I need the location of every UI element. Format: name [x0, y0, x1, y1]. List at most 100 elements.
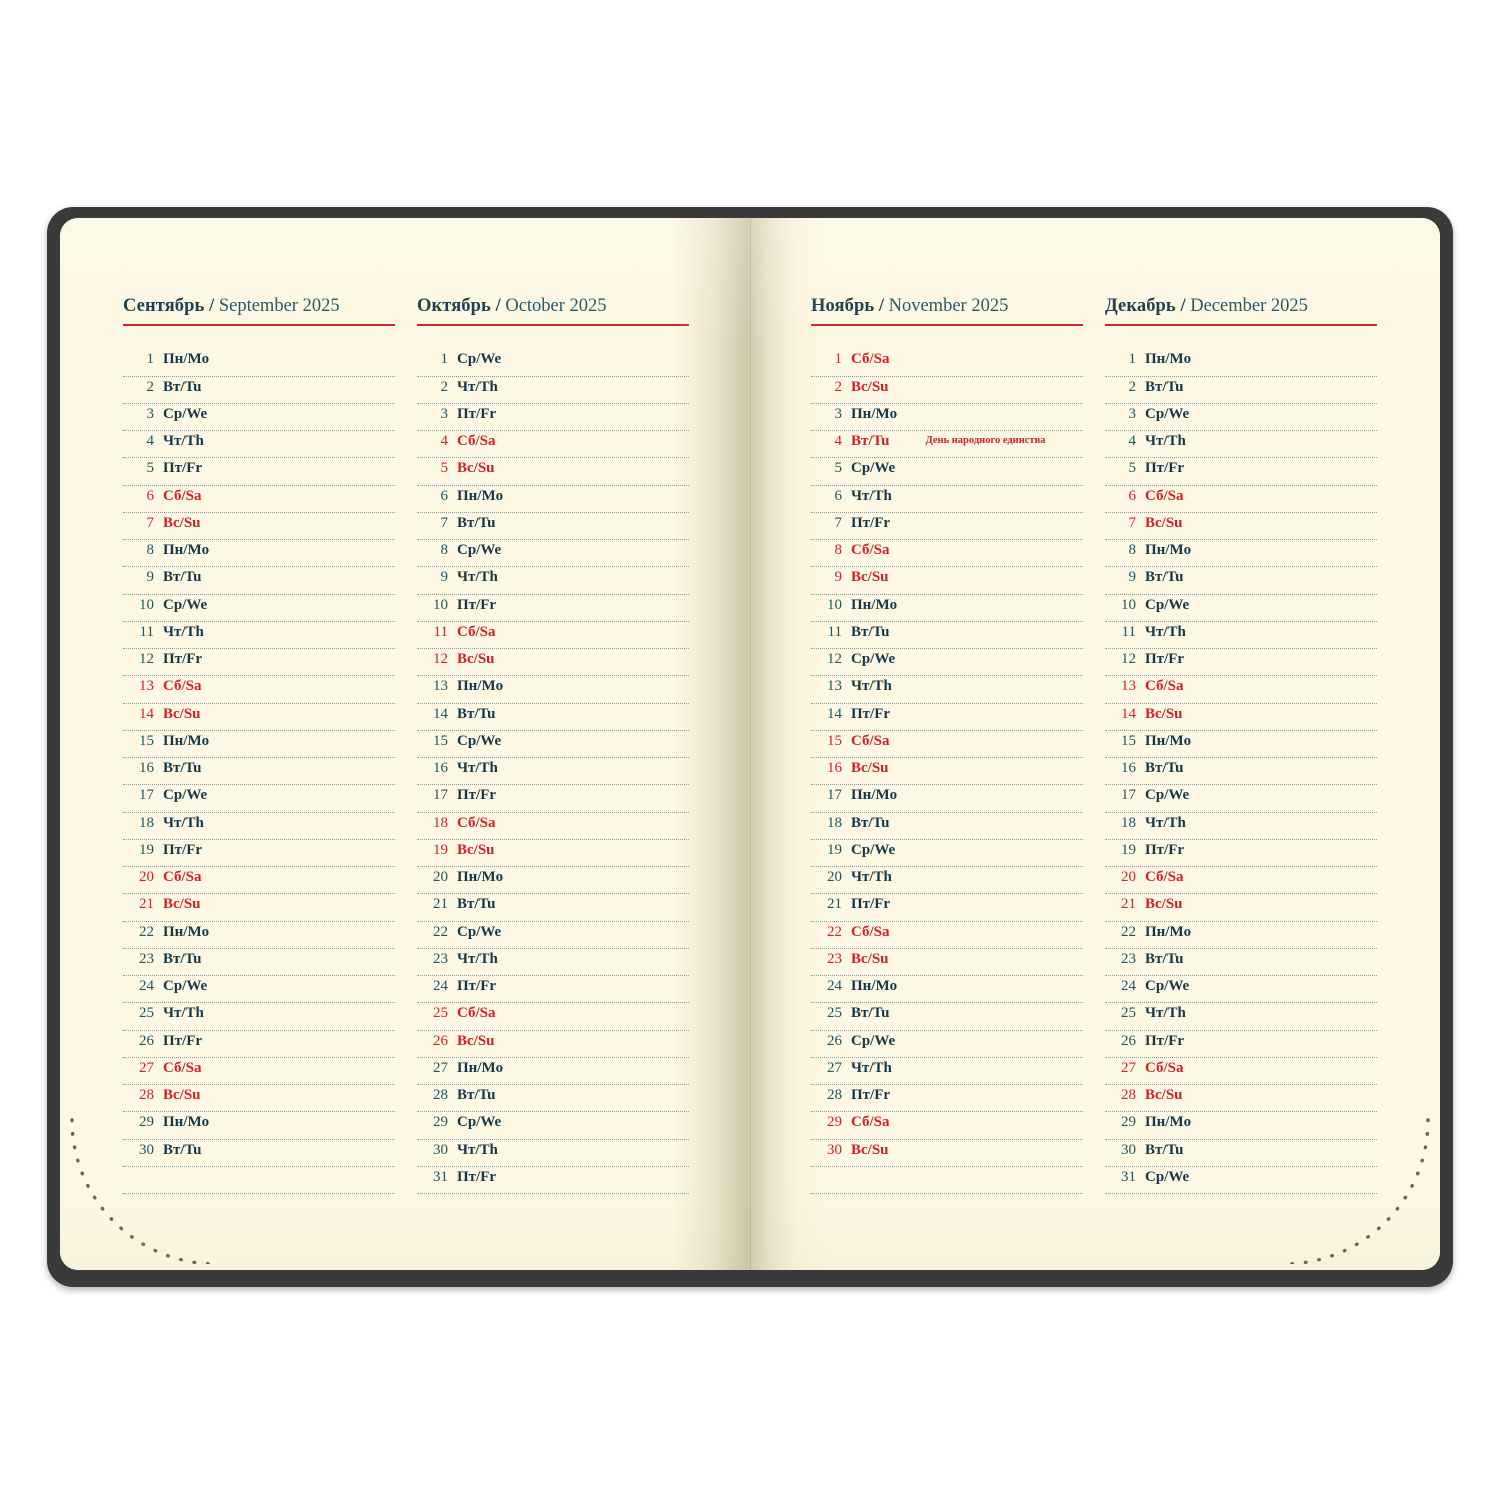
day-row[interactable]: 13 Пн/Mo: [417, 676, 689, 704]
day-row[interactable]: 6 Сб/Sa: [1105, 486, 1377, 513]
day-row[interactable]: 21 Вс/Su: [123, 894, 395, 922]
day-row[interactable]: 14 Вт/Tu: [417, 704, 689, 731]
day-row[interactable]: 26 Пт/Fr: [1105, 1031, 1377, 1058]
day-row[interactable]: 6 Пн/Mo: [417, 486, 689, 513]
day-row[interactable]: 22 Пн/Mo: [123, 922, 395, 949]
day-row[interactable]: 10 Ср/We: [123, 595, 395, 622]
day-row[interactable]: 7 Вс/Su: [123, 513, 395, 541]
day-row[interactable]: 3 Ср/We: [123, 404, 395, 432]
day-row[interactable]: 27 Пн/Mo: [417, 1058, 689, 1086]
day-row[interactable]: 23 Чт/Th: [417, 949, 689, 977]
day-row[interactable]: 29 Пн/Mo: [1105, 1112, 1377, 1140]
day-row[interactable]: 11 Вт/Tu: [811, 622, 1083, 650]
day-row[interactable]: 26 Пт/Fr: [123, 1031, 395, 1058]
day-row[interactable]: 23 Вт/Tu: [1105, 949, 1377, 977]
day-row[interactable]: 20 Пн/Mo: [417, 867, 689, 895]
day-row[interactable]: 9 Вс/Su: [811, 567, 1083, 595]
day-row[interactable]: 4 Вт/Tu День народного единства: [811, 431, 1083, 459]
day-row[interactable]: 24 Пт/Fr: [417, 976, 689, 1004]
day-row[interactable]: 15 Сб/Sa: [811, 731, 1083, 759]
day-row[interactable]: 19 Пт/Fr: [1105, 840, 1377, 868]
day-row[interactable]: 11 Чт/Th: [1105, 622, 1377, 650]
day-row[interactable]: 4 Чт/Th: [1105, 431, 1377, 459]
day-row[interactable]: 11 Сб/Sa: [417, 622, 689, 650]
day-row[interactable]: 2 Вт/Tu: [1105, 377, 1377, 404]
day-row[interactable]: 30 Вт/Tu: [123, 1140, 395, 1167]
day-row[interactable]: 5 Пт/Fr: [1105, 458, 1377, 486]
day-row[interactable]: 20 Сб/Sa: [1105, 867, 1377, 895]
day-row[interactable]: 19 Ср/We: [811, 840, 1083, 868]
day-row[interactable]: 1 Пн/Mo: [123, 349, 395, 377]
day-row[interactable]: 15 Пн/Mo: [123, 731, 395, 759]
day-row[interactable]: 20 Сб/Sa: [123, 867, 395, 895]
day-row[interactable]: 31 Ср/We: [1105, 1167, 1377, 1195]
day-row[interactable]: 3 Пн/Mo: [811, 404, 1083, 432]
day-row[interactable]: 13 Чт/Th: [811, 676, 1083, 704]
day-row[interactable]: 5 Пт/Fr: [123, 458, 395, 486]
day-row[interactable]: 29 Ср/We: [417, 1112, 689, 1140]
day-row[interactable]: 4 Чт/Th: [123, 431, 395, 459]
day-row[interactable]: 15 Пн/Mo: [1105, 731, 1377, 759]
day-row[interactable]: 6 Чт/Th: [811, 486, 1083, 513]
day-row[interactable]: 5 Вс/Su: [417, 458, 689, 486]
day-row[interactable]: 13 Сб/Sa: [123, 676, 395, 704]
day-row[interactable]: 30 Чт/Th: [417, 1140, 689, 1167]
day-row[interactable]: 25 Чт/Th: [1105, 1003, 1377, 1031]
day-row[interactable]: 13 Сб/Sa: [1105, 676, 1377, 704]
day-row[interactable]: 14 Пт/Fr: [811, 704, 1083, 731]
day-row[interactable]: 19 Вс/Su: [417, 840, 689, 868]
day-row[interactable]: 16 Вт/Tu: [123, 758, 395, 786]
day-row-blank[interactable]: [811, 1167, 1083, 1195]
day-row[interactable]: 25 Сб/Sa: [417, 1003, 689, 1031]
day-row[interactable]: 16 Вт/Tu: [1105, 758, 1377, 786]
day-row-blank[interactable]: [123, 1167, 395, 1195]
day-row[interactable]: 28 Вс/Su: [1105, 1085, 1377, 1113]
day-row[interactable]: 1 Ср/We: [417, 349, 689, 377]
day-row[interactable]: 12 Ср/We: [811, 649, 1083, 677]
day-row[interactable]: 22 Пн/Mo: [1105, 922, 1377, 949]
day-row[interactable]: 2 Вт/Tu: [123, 377, 395, 404]
day-row[interactable]: 31 Пт/Fr: [417, 1167, 689, 1195]
day-row[interactable]: 28 Вт/Tu: [417, 1085, 689, 1113]
day-row[interactable]: 5 Ср/We: [811, 458, 1083, 486]
day-row[interactable]: 9 Чт/Th: [417, 567, 689, 595]
day-row[interactable]: 24 Ср/We: [1105, 976, 1377, 1004]
day-row[interactable]: 6 Сб/Sa: [123, 486, 395, 513]
day-row[interactable]: 18 Чт/Th: [123, 813, 395, 840]
day-row[interactable]: 17 Ср/We: [1105, 785, 1377, 813]
day-row[interactable]: 22 Сб/Sa: [811, 922, 1083, 949]
day-row[interactable]: 7 Вт/Tu: [417, 513, 689, 541]
day-row[interactable]: 8 Сб/Sa: [811, 540, 1083, 568]
day-row[interactable]: 30 Вс/Su: [811, 1140, 1083, 1167]
day-row[interactable]: 15 Ср/We: [417, 731, 689, 759]
day-row[interactable]: 24 Пн/Mo: [811, 976, 1083, 1004]
day-row[interactable]: 17 Ср/We: [123, 785, 395, 813]
day-row[interactable]: 29 Пн/Mo: [123, 1112, 395, 1140]
day-row[interactable]: 7 Вс/Su: [1105, 513, 1377, 541]
day-row[interactable]: 1 Пн/Mo: [1105, 349, 1377, 377]
day-row[interactable]: 26 Вс/Su: [417, 1031, 689, 1058]
day-row[interactable]: 10 Пт/Fr: [417, 595, 689, 622]
day-row[interactable]: 28 Пт/Fr: [811, 1085, 1083, 1113]
day-row[interactable]: 26 Ср/We: [811, 1031, 1083, 1058]
day-row[interactable]: 21 Вт/Tu: [417, 894, 689, 922]
day-row[interactable]: 11 Чт/Th: [123, 622, 395, 650]
day-row[interactable]: 22 Ср/We: [417, 922, 689, 949]
day-row[interactable]: 29 Сб/Sa: [811, 1112, 1083, 1140]
day-row[interactable]: 8 Ср/We: [417, 540, 689, 568]
day-row[interactable]: 23 Вс/Su: [811, 949, 1083, 977]
day-row[interactable]: 23 Вт/Tu: [123, 949, 395, 977]
day-row[interactable]: 28 Вс/Su: [123, 1085, 395, 1113]
day-row[interactable]: 4 Сб/Sa: [417, 431, 689, 459]
day-row[interactable]: 8 Пн/Mo: [1105, 540, 1377, 568]
day-row[interactable]: 14 Вс/Su: [1105, 704, 1377, 731]
day-row[interactable]: 16 Чт/Th: [417, 758, 689, 786]
day-row[interactable]: 17 Пт/Fr: [417, 785, 689, 813]
day-row[interactable]: 9 Вт/Tu: [123, 567, 395, 595]
day-row[interactable]: 12 Вс/Su: [417, 649, 689, 677]
day-row[interactable]: 18 Сб/Sa: [417, 813, 689, 840]
day-row[interactable]: 18 Вт/Tu: [811, 813, 1083, 840]
day-row[interactable]: 25 Вт/Tu: [811, 1003, 1083, 1031]
day-row[interactable]: 30 Вт/Tu: [1105, 1140, 1377, 1167]
day-row[interactable]: 25 Чт/Th: [123, 1003, 395, 1031]
